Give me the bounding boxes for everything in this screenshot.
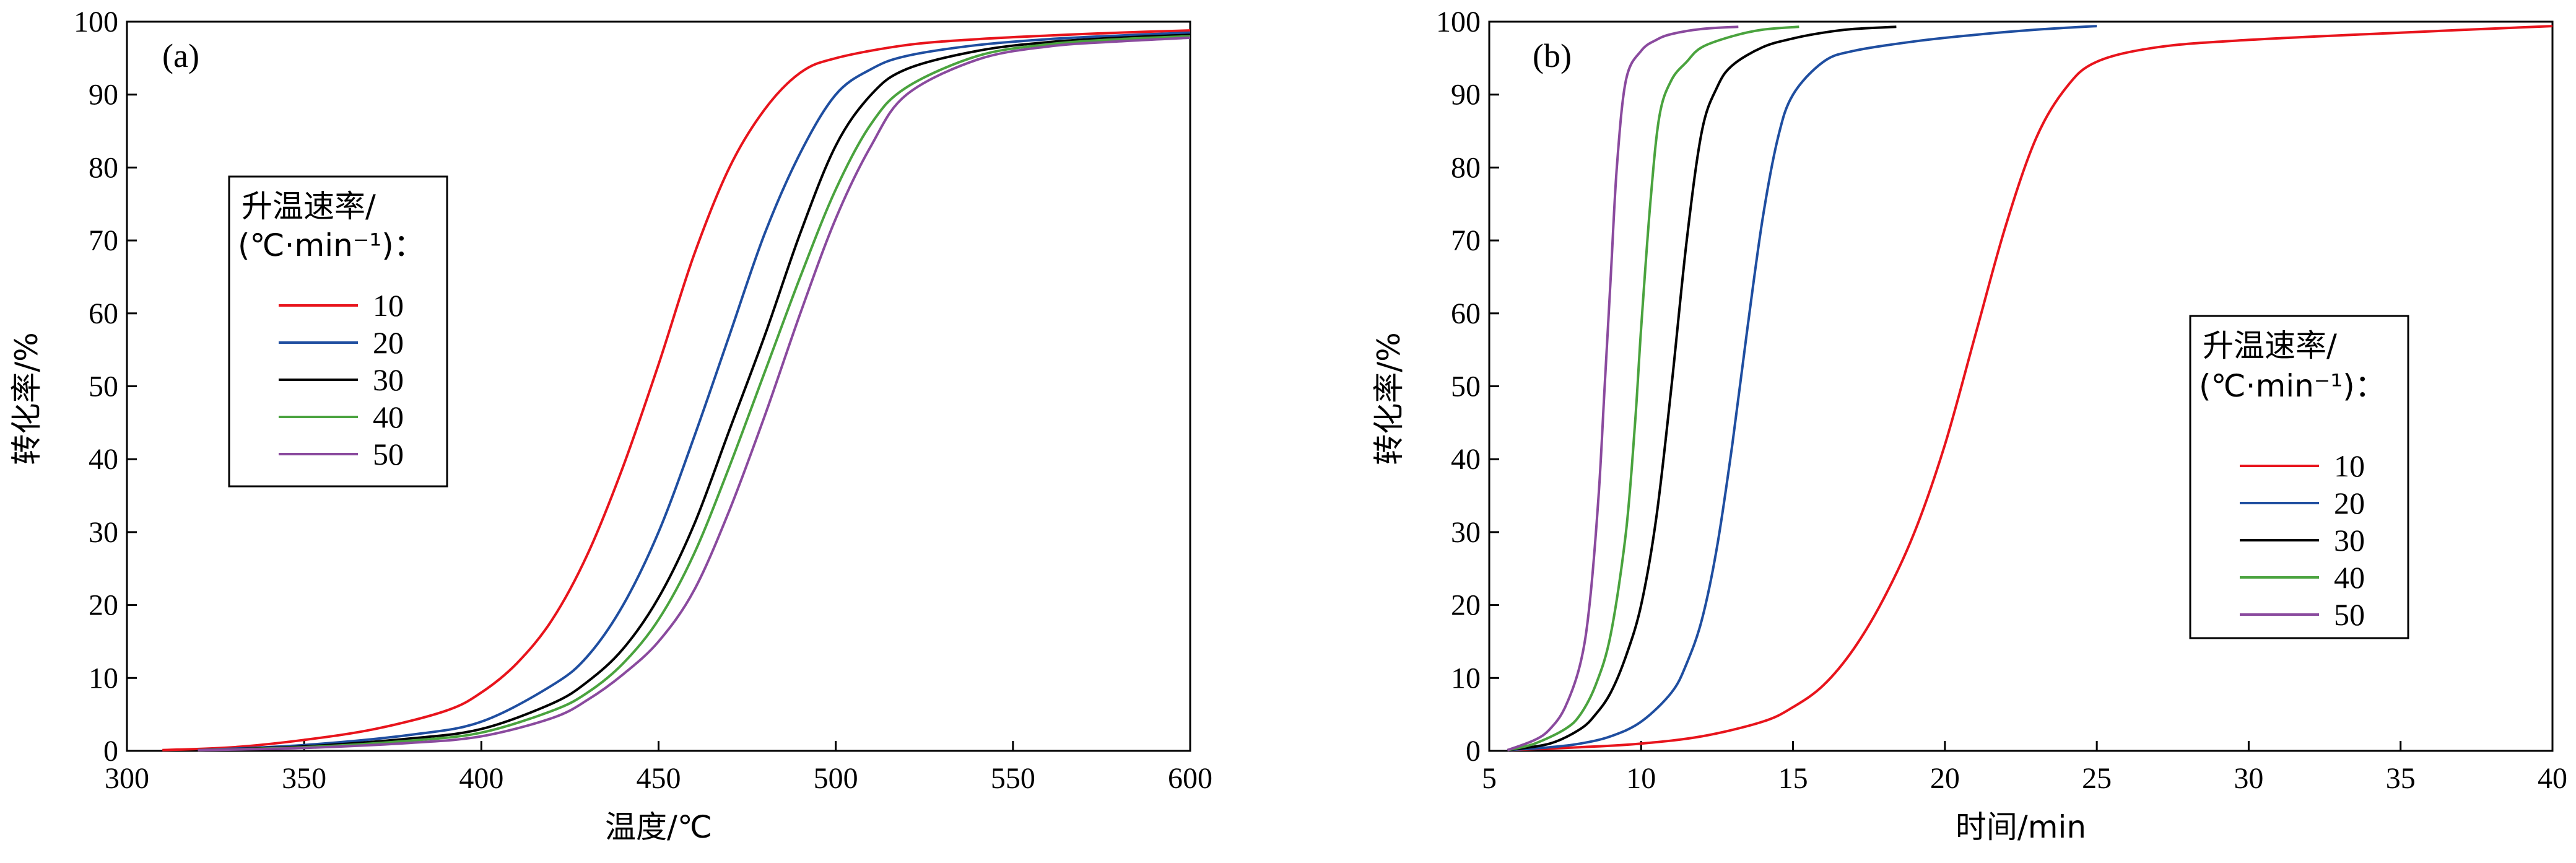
x-tick-label: 300	[105, 762, 149, 795]
series-line-30	[1507, 25, 1897, 751]
x-tick-label: 30	[2234, 762, 2263, 795]
y-tick-label: 50	[1451, 370, 1481, 403]
y-tick-label: 40	[1451, 443, 1481, 476]
y-tick-label: 20	[1451, 589, 1481, 622]
panel-label-a: (a)	[162, 37, 199, 74]
y-axis-b: 0 10 20 30 40 50 60 70 80 90 100	[1436, 6, 1499, 768]
x-tick-label: 15	[1778, 762, 1808, 795]
y-tick-label: 90	[89, 79, 118, 112]
y-tick-label: 10	[1451, 662, 1481, 694]
y-tick-label: 60	[89, 297, 118, 330]
y-tick-label: 40	[89, 443, 118, 476]
y-tick-label: 50	[89, 370, 118, 403]
y-tick-label: 20	[89, 589, 118, 622]
x-axis-b: 5 10 15 20 25 30 35 40	[1482, 741, 2567, 795]
legend-box-a	[228, 175, 448, 488]
y-tick-label: 100	[74, 6, 118, 38]
series-group-a	[162, 29, 1191, 751]
x-axis-label-a: 温度/℃	[605, 809, 712, 845]
series-line-20	[1507, 25, 2097, 751]
legend-title-line2-a: (℃·min⁻¹)：	[238, 227, 425, 263]
legend-title-line1-b: 升温速率/	[2203, 328, 2337, 364]
y-axis-a: 0 10 20 30 40 50 60 70 80 90 100	[74, 6, 137, 768]
x-tick-label: 20	[1930, 762, 1960, 795]
series-line-30	[198, 33, 1191, 751]
series-line-10	[162, 29, 1191, 751]
y-tick-label: 80	[1451, 151, 1481, 184]
x-tick-label: 25	[2082, 762, 2112, 795]
legend-label-10: 10	[2334, 449, 2365, 483]
y-tick-label: 90	[1451, 79, 1481, 112]
y-tick-label: 70	[89, 224, 118, 257]
series-line-50	[1507, 25, 1739, 751]
series-group-b	[1507, 25, 2553, 751]
x-axis-a: 300 350 400 450 500 550 600	[105, 741, 1212, 795]
y-tick-label: 30	[1451, 516, 1481, 549]
y-tick-label: 30	[89, 516, 118, 549]
y-tick-label: 100	[1436, 6, 1481, 38]
y-tick-label: 0	[103, 735, 118, 768]
x-tick-label: 35	[2386, 762, 2416, 795]
x-tick-label: 550	[991, 762, 1035, 795]
x-tick-label: 40	[2538, 762, 2567, 795]
y-tick-label: 60	[1451, 297, 1481, 330]
series-line-10	[1507, 25, 2553, 751]
y-tick-label: 10	[89, 662, 118, 694]
x-tick-label: 5	[1482, 762, 1497, 795]
legend-label-50: 50	[373, 437, 404, 471]
series-line-40	[1507, 25, 1799, 751]
series-line-50	[198, 36, 1191, 751]
legend-label-30: 30	[373, 362, 404, 397]
legend-title-line2-b: (℃·min⁻¹)：	[2199, 368, 2386, 404]
legend-title-line1-a: 升温速率/	[242, 188, 376, 224]
x-tick-label: 10	[1626, 762, 1656, 795]
y-tick-label: 70	[1451, 224, 1481, 257]
legend-label-30: 30	[2334, 523, 2365, 558]
legend-label-20: 20	[373, 325, 404, 360]
y-tick-label: 0	[1466, 735, 1481, 768]
series-line-20	[198, 31, 1191, 751]
panel-label-b: (b)	[1533, 37, 1572, 74]
series-line-40	[198, 35, 1191, 751]
legend-label-50: 50	[2334, 597, 2365, 632]
x-axis-label-b: 时间/min	[1956, 809, 2086, 845]
y-axis-label-a: 转化率/%	[9, 332, 45, 465]
y-tick-label: 80	[89, 151, 118, 184]
y-axis-label-b: 转化率/%	[1371, 332, 1407, 465]
x-tick-label: 450	[637, 762, 681, 795]
x-tick-label: 350	[282, 762, 326, 795]
legend-label-40: 40	[373, 400, 404, 434]
legend-label-20: 20	[2334, 486, 2365, 520]
x-tick-label: 600	[1168, 762, 1212, 795]
x-tick-label: 400	[459, 762, 503, 795]
x-tick-label: 500	[814, 762, 858, 795]
legend-box-b	[2189, 315, 2409, 639]
legend-label-40: 40	[2334, 560, 2365, 595]
legend-label-10: 10	[373, 288, 404, 323]
